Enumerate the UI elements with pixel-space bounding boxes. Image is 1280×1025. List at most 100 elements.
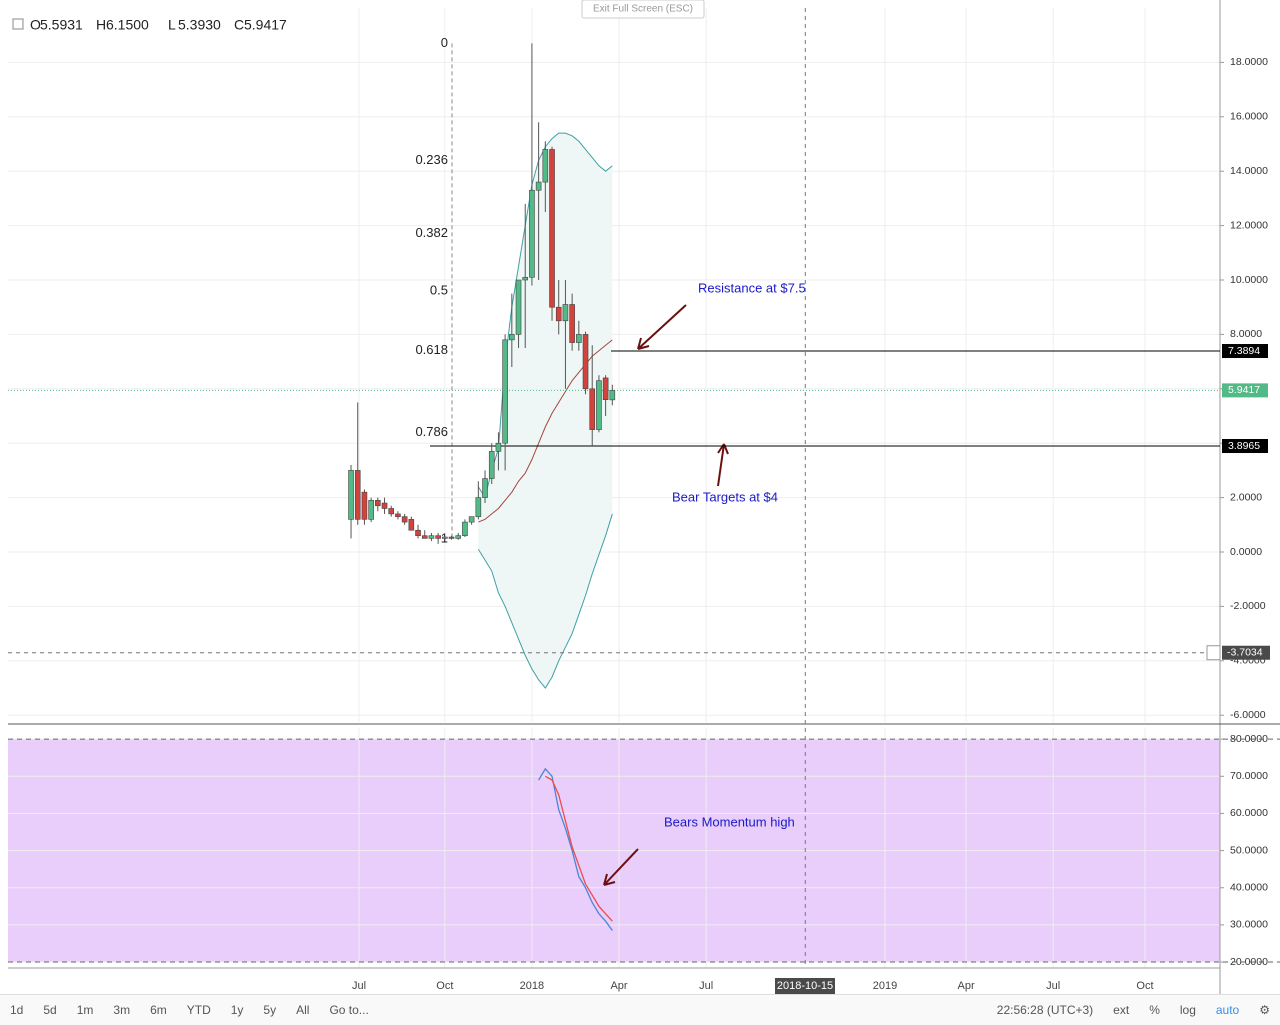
candle-body <box>435 535 441 539</box>
y-tick-label: 70.0000 <box>1230 770 1268 782</box>
y-tick-label: 60.0000 <box>1230 807 1268 819</box>
range-button[interactable]: All <box>296 1003 310 1017</box>
x-tick-label: Jul <box>1046 980 1060 992</box>
candle-body <box>495 442 502 452</box>
candle-body <box>562 304 569 322</box>
exit-button[interactable] <box>581 0 705 19</box>
range-button[interactable]: 6m <box>150 1003 167 1017</box>
y-tick-label: 80.0000 <box>1230 733 1268 745</box>
candle-body <box>408 519 415 531</box>
x-tick-label: Jul <box>699 980 713 992</box>
range-button[interactable]: 1m <box>76 1003 94 1017</box>
price-label: 5.9417 <box>1228 384 1260 396</box>
candle-body <box>509 334 515 341</box>
ohlc-value: 6.1500 <box>106 17 149 33</box>
candle-body <box>368 500 374 520</box>
crosshair-box <box>775 978 835 994</box>
candle-body <box>428 535 435 539</box>
price-box <box>1222 344 1268 359</box>
candle-body <box>502 339 508 444</box>
ohlc-value: 5.9417 <box>244 17 287 33</box>
range-button[interactable]: 1y <box>230 1003 244 1017</box>
range-button[interactable]: YTD <box>186 1003 211 1017</box>
candle-body <box>455 535 462 539</box>
x-tick-label: Oct <box>436 980 453 992</box>
y-tick-label: 12.0000 <box>1230 219 1268 231</box>
price-box <box>1222 383 1268 398</box>
ohlc-label: C <box>234 17 244 33</box>
band-fill <box>478 133 613 688</box>
candle-body <box>522 276 529 281</box>
candle-body <box>381 502 388 509</box>
ohlc-value: 5.3930 <box>178 17 221 33</box>
x-tick-label: Jul <box>352 980 366 992</box>
candle-body <box>475 497 482 517</box>
candle-body <box>482 478 488 498</box>
fib-label: 0.5 <box>430 282 448 297</box>
y-tick-label: 2.0000 <box>1230 491 1262 503</box>
candle-body <box>375 500 381 507</box>
range-button[interactable]: 5d <box>43 1003 57 1017</box>
candle-body <box>361 491 368 520</box>
candle-body <box>596 380 602 430</box>
ohlc-label: H <box>96 17 106 33</box>
candle-body <box>488 451 495 479</box>
plus-button[interactable] <box>1206 645 1221 661</box>
annotation: Bears Momentum high <box>664 814 795 829</box>
price-label: 3.8965 <box>1228 440 1260 452</box>
arrow <box>637 304 687 350</box>
collapse-icon[interactable] <box>12 18 24 30</box>
settings-button[interactable]: ⚙ <box>1259 1003 1270 1017</box>
range-button[interactable]: 3m <box>113 1003 131 1017</box>
y-tick-label: -6.0000 <box>1230 709 1266 721</box>
candle-body <box>602 377 609 400</box>
candle-body <box>535 181 542 191</box>
candle-body <box>589 388 596 430</box>
candle-body <box>448 536 455 539</box>
option-button[interactable]: % <box>1149 1003 1160 1017</box>
y-tick-label: 16.0000 <box>1230 111 1268 123</box>
goto-button[interactable]: Go to... <box>329 1003 369 1017</box>
y-tick-label: 14.0000 <box>1230 165 1268 177</box>
y-tick-label: 8.0000 <box>1230 328 1262 340</box>
annotation: Bear Targets at $4 <box>672 489 778 504</box>
option-button[interactable]: auto <box>1215 1003 1240 1017</box>
range-button[interactable]: 5y <box>263 1003 277 1017</box>
arrow <box>717 443 729 487</box>
candle-body <box>609 390 616 401</box>
option-button[interactable]: log <box>1179 1003 1196 1017</box>
fib-label: 0.786 <box>415 424 448 439</box>
y-tick-label: 40.0000 <box>1230 882 1268 894</box>
candle-body <box>555 306 562 322</box>
clock: 22:56:28 (UTC+3) <box>996 1003 1094 1017</box>
candle-body <box>515 279 522 335</box>
ohlc-label: O <box>30 17 41 33</box>
crosshair-box <box>1222 645 1270 660</box>
candle-body <box>401 516 408 523</box>
candle-body <box>576 334 582 343</box>
option-button[interactable]: ext <box>1113 1003 1130 1017</box>
y-tick-label: -2.0000 <box>1230 600 1266 612</box>
candle-body <box>415 529 421 536</box>
range-button[interactable]: 1d <box>10 1003 24 1017</box>
y-tick-label: 30.0000 <box>1230 919 1268 931</box>
x-tick-label: 2018 <box>520 980 544 992</box>
exit-label: Exit Full Screen (ESC) <box>593 4 693 15</box>
crosshair-y-label: -3.7034 <box>1227 647 1263 659</box>
chart: Exit Full Screen (ESC) Resistance at $7.… <box>8 0 1280 994</box>
y-tick-label: 50.0000 <box>1230 844 1268 856</box>
candle-body <box>388 508 395 515</box>
candle-body <box>354 470 361 520</box>
ohlc-label: L <box>168 17 176 33</box>
candle-body <box>529 189 535 278</box>
band-line <box>478 339 613 523</box>
fib-label: 0.236 <box>415 152 448 167</box>
y-tick-label: 20.0000 <box>1230 956 1268 968</box>
ohlc-value: 5.5931 <box>40 17 83 33</box>
candle-body <box>569 304 575 343</box>
fib-label: 0.382 <box>415 225 448 240</box>
x-tick-label: Apr <box>958 980 975 992</box>
toolbar: 1d 5d 1m 3m 6m YTD 1y 5y All Go to... 22:56:28 (UT… <box>0 994 1280 1025</box>
band-line <box>477 513 613 689</box>
candle-body <box>421 535 428 539</box>
